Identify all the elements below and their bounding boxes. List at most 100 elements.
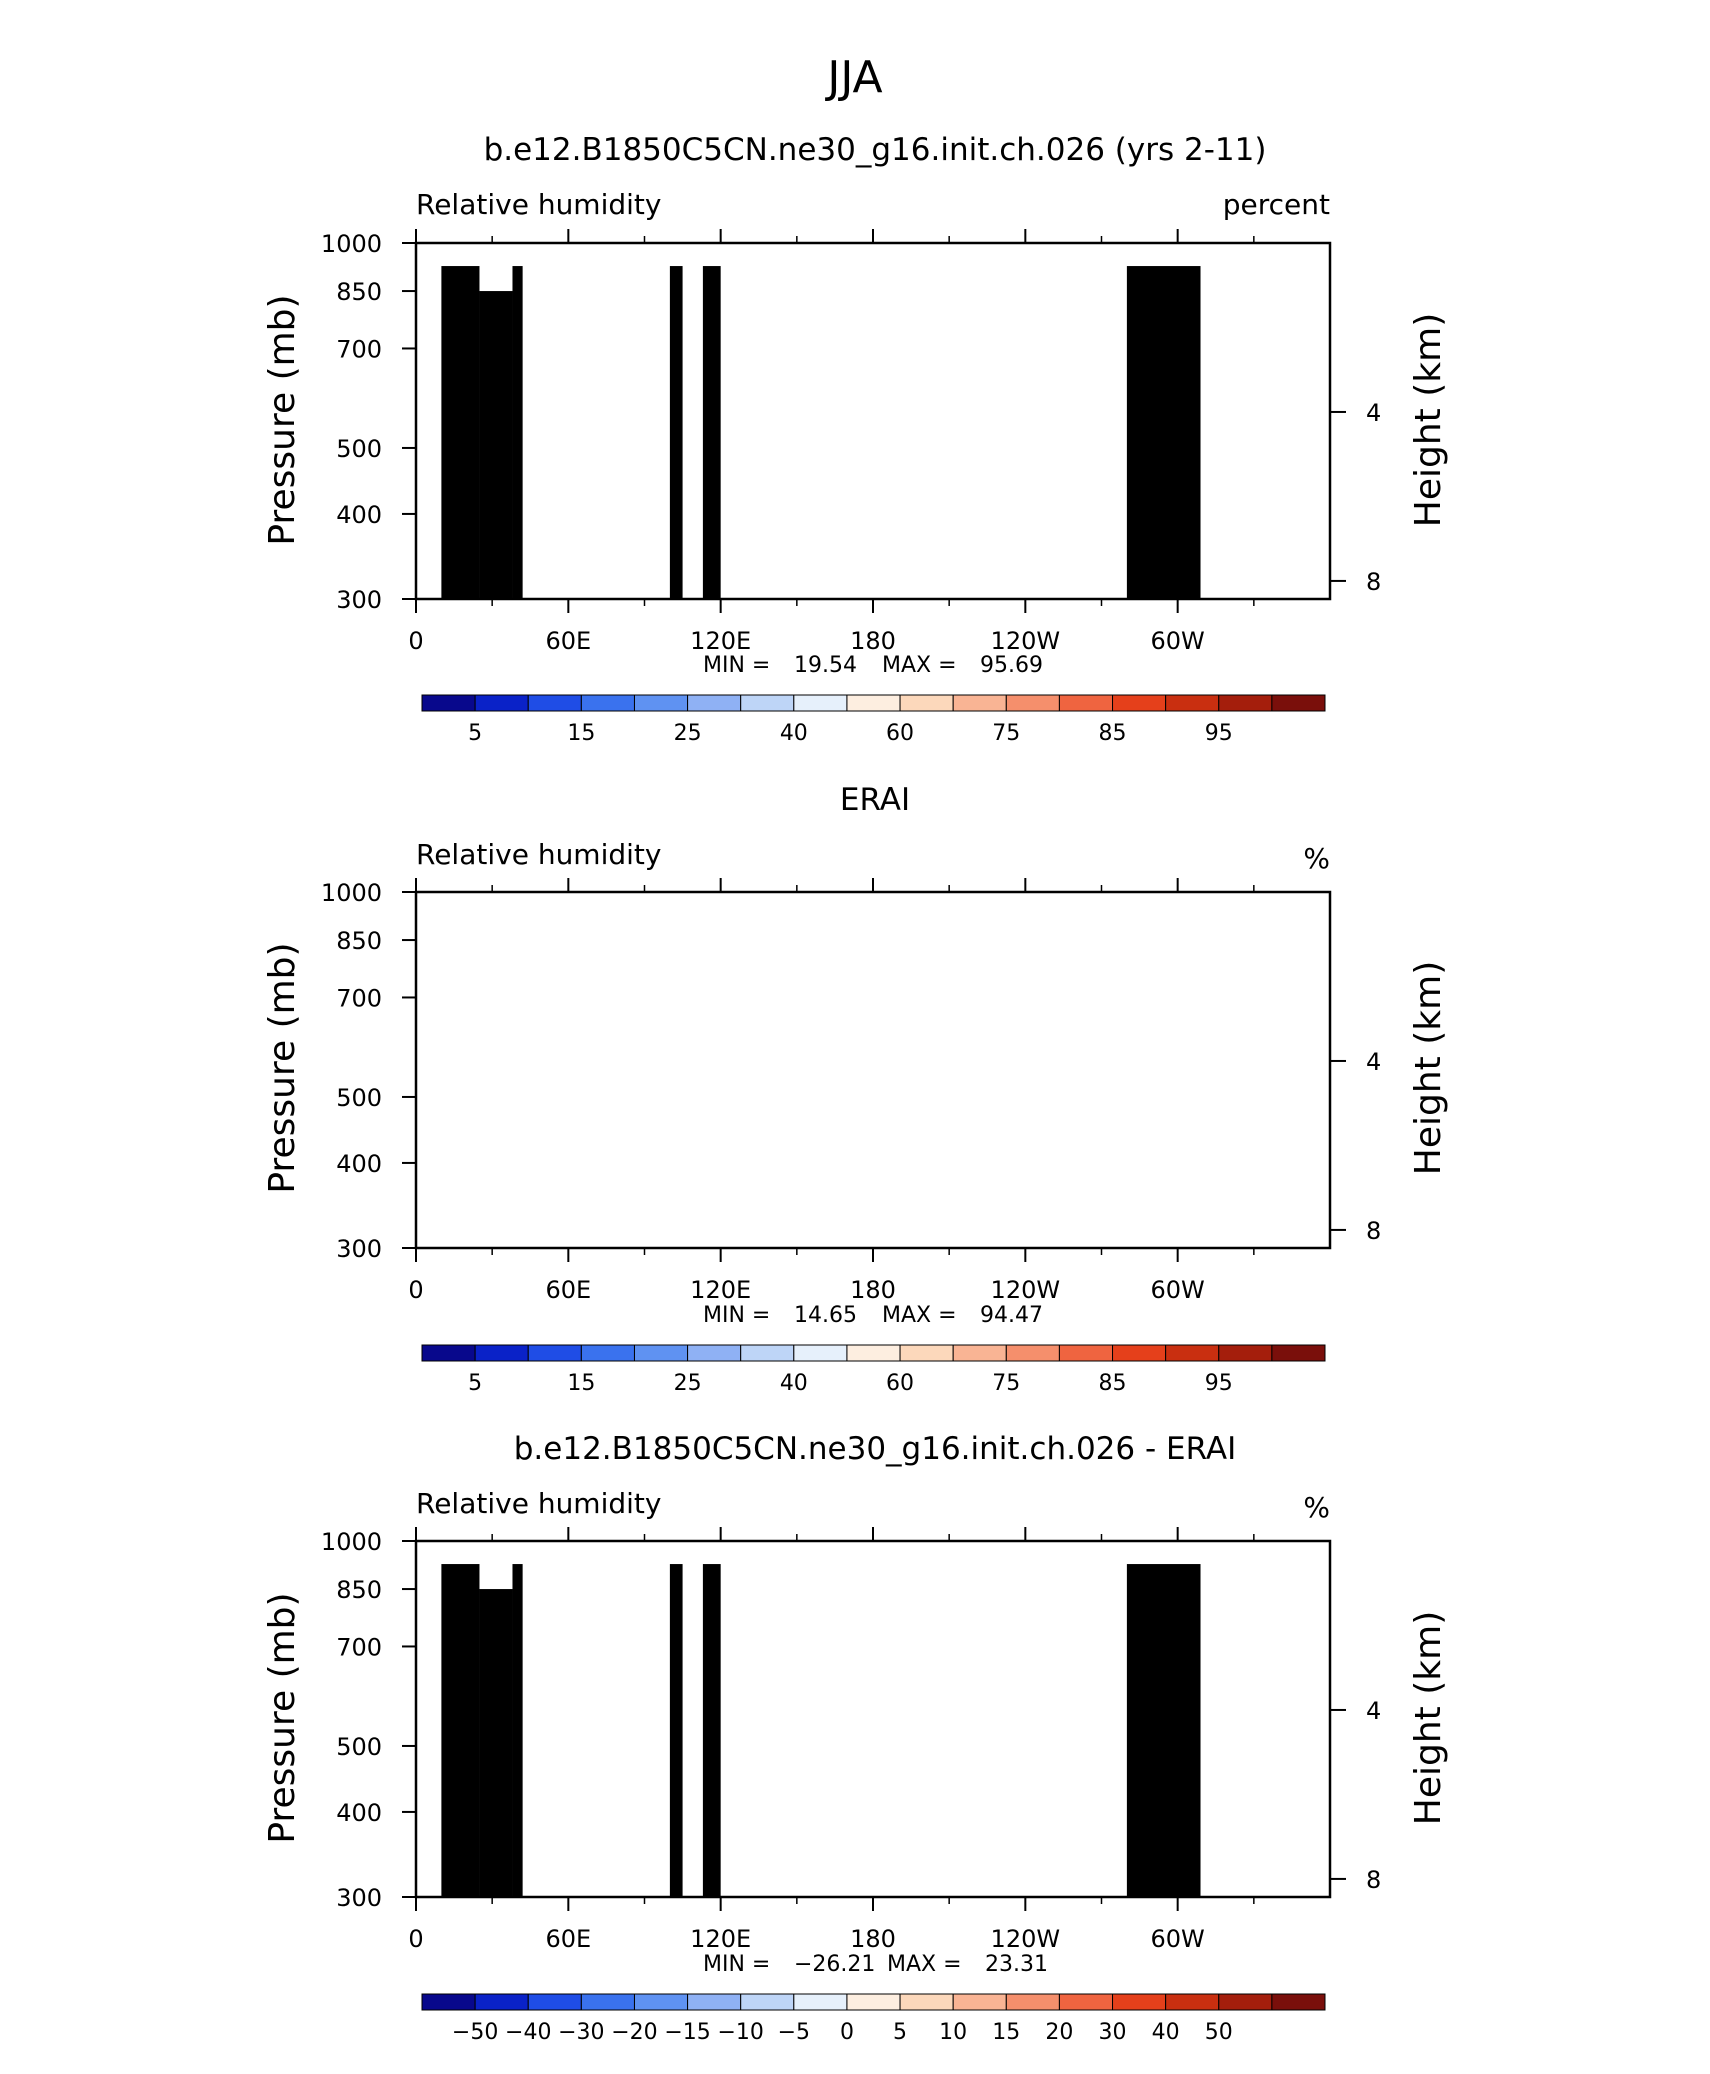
y-axis-title: Pressure (mb): [262, 1592, 303, 1843]
colorbar-label: 40: [780, 1371, 808, 1396]
x-tick-label: 180: [850, 627, 896, 655]
variable-label: Relative humidity: [416, 188, 661, 221]
y2-tick-label: 4: [1366, 1048, 1381, 1076]
colorbar-swatch: [633, 694, 689, 712]
colorbar-swatch: [740, 1344, 795, 1362]
colorbar-swatch: [1218, 694, 1273, 712]
panel-model: b.e12.B1850C5CN.ne30_g16.init.ch.026 (yr…: [262, 132, 1449, 746]
min-label: MIN =: [703, 1303, 770, 1328]
panel-difference: b.e12.B1850C5CN.ne30_g16.init.ch.026 - E…: [262, 1431, 1449, 2045]
topography-mask: [512, 266, 523, 599]
max-label: MAX =: [882, 1303, 957, 1328]
max-label: MAX =: [887, 1952, 962, 1977]
colorbar-swatch: [952, 694, 1007, 712]
x-tick-label: 120W: [991, 1276, 1061, 1304]
y-tick-label: 400: [336, 1150, 382, 1178]
y-tick-label: 1000: [321, 230, 382, 258]
y-tick-label: 500: [336, 435, 382, 463]
units-label: %: [1303, 1491, 1330, 1524]
colorbar-swatch: [580, 694, 635, 712]
colorbar-label: 85: [1099, 721, 1127, 746]
min-label: MIN =: [703, 653, 770, 678]
colorbar-label: 25: [674, 1371, 702, 1396]
colorbar-label: 75: [992, 1371, 1020, 1396]
colorbar-swatch: [899, 694, 954, 712]
colorbar-label: 60: [886, 721, 914, 746]
colorbar-swatch: [846, 1344, 901, 1362]
plot-frame: [414, 890, 1332, 1250]
panel-title: b.e12.B1850C5CN.ne30_g16.init.ch.026 - E…: [514, 1431, 1236, 1467]
colorbar-swatch: [527, 1344, 582, 1362]
colorbar-swatch: [421, 694, 476, 712]
y2-axis-title: Height (km): [1408, 961, 1449, 1175]
max-value: 94.47: [980, 1303, 1043, 1328]
x-tick-label: 120W: [991, 627, 1061, 655]
colorbar-swatch: [580, 1344, 635, 1362]
max-label: MAX =: [882, 653, 957, 678]
y2-tick-label: 8: [1366, 1217, 1381, 1245]
colorbar-swatch: [1005, 694, 1060, 712]
y2-tick-label: 4: [1366, 399, 1381, 427]
y-tick-label: 400: [336, 501, 382, 529]
topography-mask: [441, 266, 480, 599]
colorbar-swatch: [1218, 1344, 1273, 1362]
y-tick-label: 300: [336, 586, 382, 614]
colorbar-swatch: [687, 1344, 742, 1362]
colorbar-swatch: [793, 694, 848, 712]
topography-mask: [702, 266, 721, 599]
colorbar-label: 95: [1205, 1371, 1233, 1396]
max-value: 23.31: [985, 1952, 1048, 1977]
x-tick-label: 180: [850, 1276, 896, 1304]
colorbar-swatch: [899, 1344, 954, 1362]
colorbar-swatch: [1005, 1344, 1060, 1362]
y2-axis-title: Height (km): [1408, 313, 1449, 527]
colorbar-label: 15: [567, 721, 595, 746]
x-tick-label: 0: [408, 1276, 423, 1304]
max-value: 95.69: [980, 653, 1043, 678]
colorbar-swatch: [1112, 1344, 1167, 1362]
x-tick-label: 60E: [545, 627, 591, 655]
colorbar-swatch: [1271, 1344, 1326, 1362]
units-label: %: [1303, 842, 1330, 875]
colorbar-label: 5: [468, 1371, 482, 1396]
y-tick-label: 1000: [321, 879, 382, 907]
y2-tick-label: 8: [1366, 568, 1381, 596]
min-value: 14.65: [794, 1303, 857, 1328]
colorbar-label: 75: [992, 721, 1020, 746]
y-axis-title: Pressure (mb): [262, 294, 303, 545]
figure-title: JJA: [824, 52, 882, 103]
topography-mask: [1126, 266, 1201, 599]
colorbar-label: 85: [1099, 1371, 1127, 1396]
x-tick-label: 0: [408, 627, 423, 655]
colorbar-swatch: [846, 694, 901, 712]
colorbar-swatch: [1165, 694, 1220, 712]
colorbar-label: 15: [567, 1371, 595, 1396]
colorbar-swatch: [1058, 694, 1114, 712]
colorbar-swatch: [1271, 694, 1326, 712]
panel-erai: ERAI Relative humidity % Pressure (mb) H…: [262, 782, 1449, 1396]
y-tick-label: 850: [336, 927, 382, 955]
y-tick-label: 700: [336, 984, 382, 1012]
colorbar-swatch: [474, 1344, 529, 1362]
y-tick-label: 700: [336, 335, 382, 363]
panel-title: ERAI: [840, 782, 910, 818]
min-value: −26.21: [794, 1952, 875, 1977]
colorbar-swatch: [952, 1344, 1007, 1362]
colorbar-label: 40: [780, 721, 808, 746]
y-tick-label: 850: [336, 278, 382, 306]
min-value: 19.54: [794, 653, 857, 678]
x-tick-label: 120E: [690, 1276, 751, 1304]
colorbar-swatch: [527, 694, 582, 712]
units-label: percent: [1223, 188, 1330, 221]
colorbar-label: 95: [1205, 721, 1233, 746]
topography-mask: [479, 291, 513, 599]
x-tick-label: 60W: [1151, 1276, 1205, 1304]
colorbar-swatch: [421, 1344, 476, 1362]
colorbar-swatch: [633, 1344, 689, 1362]
colorbar-swatch: [1112, 694, 1167, 712]
colorbar-swatch: [793, 1344, 848, 1362]
y-axis-title: Pressure (mb): [262, 942, 303, 1193]
colorbar-label: 60: [886, 1371, 914, 1396]
y-tick-label: 300: [336, 1235, 382, 1263]
